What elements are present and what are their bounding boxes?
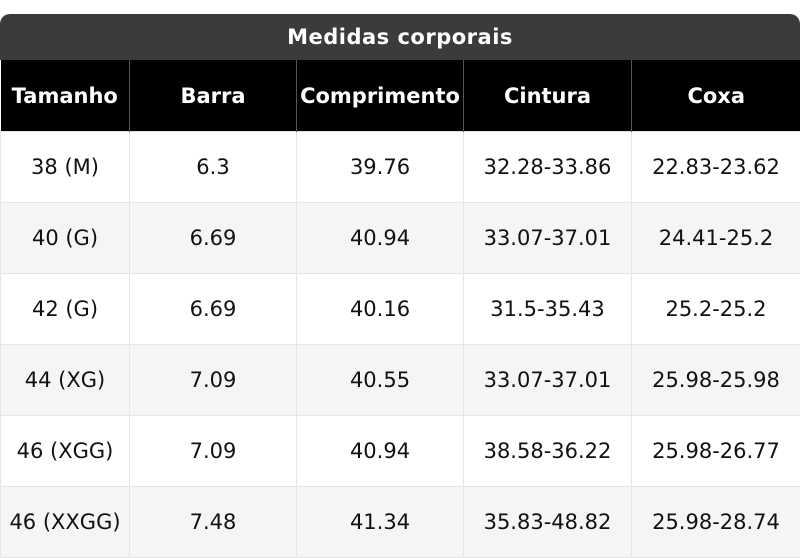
column-header: Barra (130, 60, 297, 132)
table-cell: 22.83-23.62 (632, 132, 800, 203)
table-cell: 6.69 (130, 203, 297, 274)
table-cell: 40.94 (297, 416, 464, 487)
table-cell: 38.58-36.22 (464, 416, 632, 487)
table-cell: 35.83-48.82 (464, 487, 632, 558)
table-cell: 31.5-35.43 (464, 274, 632, 345)
table-cell: 40.16 (297, 274, 464, 345)
table-cell: 40 (G) (1, 203, 130, 274)
table-cell: 7.09 (130, 416, 297, 487)
column-header: Cintura (464, 60, 632, 132)
table-cell: 25.98-26.77 (632, 416, 800, 487)
column-header: Coxa (632, 60, 800, 132)
table-cell: 41.34 (297, 487, 464, 558)
table-cell: 7.48 (130, 487, 297, 558)
table-cell: 7.09 (130, 345, 297, 416)
table-cell: 46 (XXGG) (1, 487, 130, 558)
table-cell: 40.55 (297, 345, 464, 416)
table-cell: 42 (G) (1, 274, 130, 345)
table-cell: 40.94 (297, 203, 464, 274)
column-header: Comprimento (297, 60, 464, 132)
table-cell: 39.76 (297, 132, 464, 203)
column-header: Tamanho (1, 60, 130, 132)
table-cell: 25.2-25.2 (632, 274, 800, 345)
table-cell: 24.41-25.2 (632, 203, 800, 274)
table-cell: 44 (XG) (1, 345, 130, 416)
table-cell: 6.69 (130, 274, 297, 345)
table-cell: 46 (XGG) (1, 416, 130, 487)
table-cell: 25.98-25.98 (632, 345, 800, 416)
table-cell: 25.98-28.74 (632, 487, 800, 558)
table-cell: 38 (M) (1, 132, 130, 203)
table-cell: 33.07-37.01 (464, 345, 632, 416)
table-cell: 32.28-33.86 (464, 132, 632, 203)
table-title: Medidas corporais (0, 14, 800, 60)
table-cell: 33.07-37.01 (464, 203, 632, 274)
table-cell: 6.3 (130, 132, 297, 203)
